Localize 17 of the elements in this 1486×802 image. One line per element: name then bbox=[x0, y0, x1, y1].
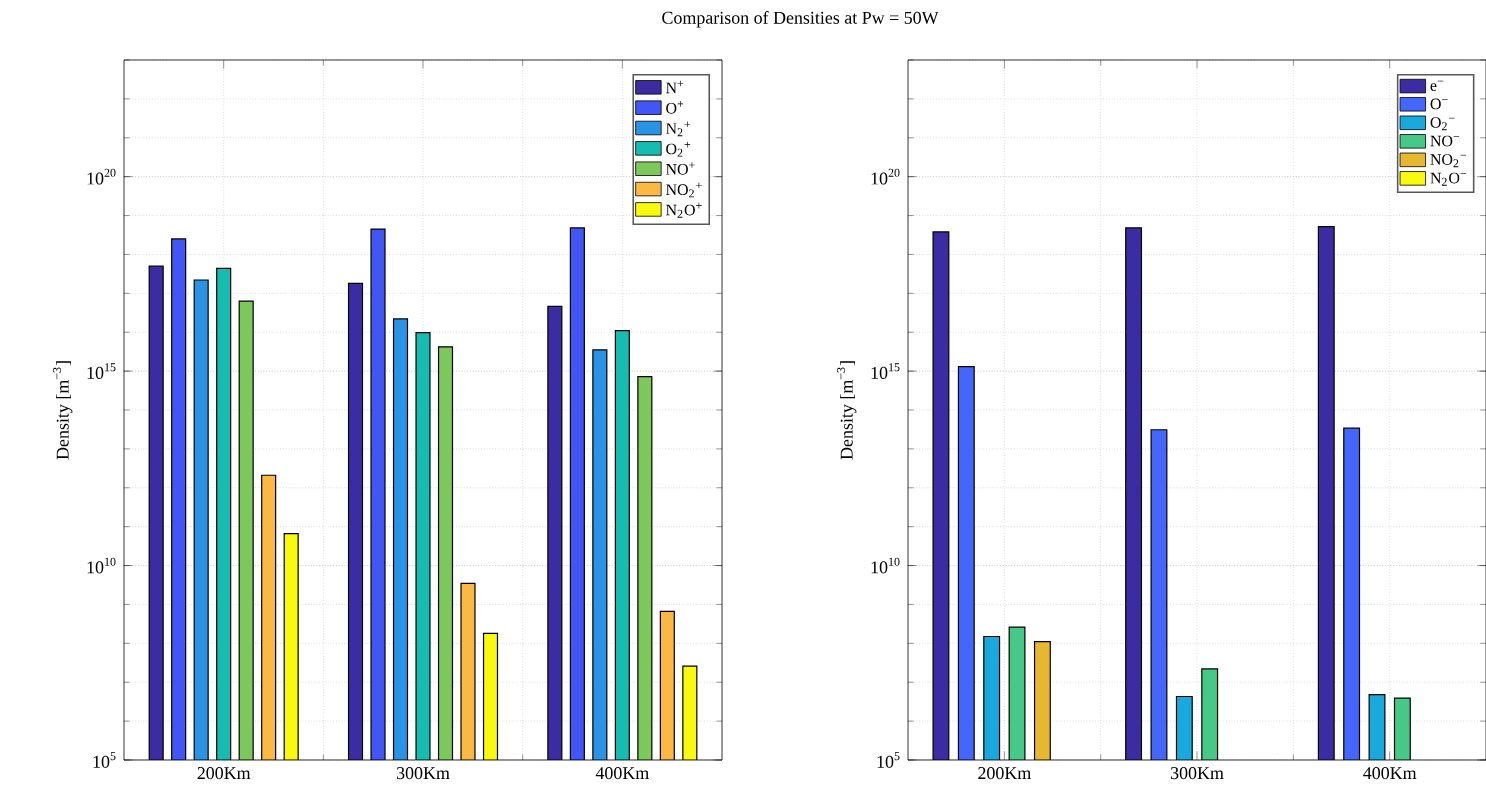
y-tick-label: 10$^{20}$ bbox=[871, 168, 900, 185]
x-tick-label: 300Km bbox=[396, 767, 450, 780]
y-tick-label: 10$^{10}$ bbox=[871, 557, 900, 574]
x-tick-label: 400Km bbox=[595, 767, 649, 780]
x-tick-label: 300Km bbox=[1170, 767, 1224, 780]
y-tick-label: 10$^{5}$ bbox=[877, 752, 900, 768]
x-tick-label: 400Km bbox=[1363, 767, 1417, 780]
y-tick-label: 10$^{15}$ bbox=[87, 363, 116, 379]
y-tick-label: 10$^{20}$ bbox=[87, 168, 116, 185]
y-tick-label: 10$^{15}$ bbox=[871, 363, 900, 379]
y-tick-label: 10$^{5}$ bbox=[93, 752, 116, 768]
x-tick-label: 200Km bbox=[197, 767, 251, 780]
text: Comparison of Densities at Pw = 50W bbox=[662, 11, 939, 28]
x-tick-label: 200Km bbox=[978, 767, 1031, 780]
y-axis-title: Density [m$^{−3}$] bbox=[52, 361, 73, 460]
y-axis-title: Density [m$^{−3}$] bbox=[836, 361, 857, 460]
y-tick-label: 10$^{10}$ bbox=[87, 557, 116, 574]
